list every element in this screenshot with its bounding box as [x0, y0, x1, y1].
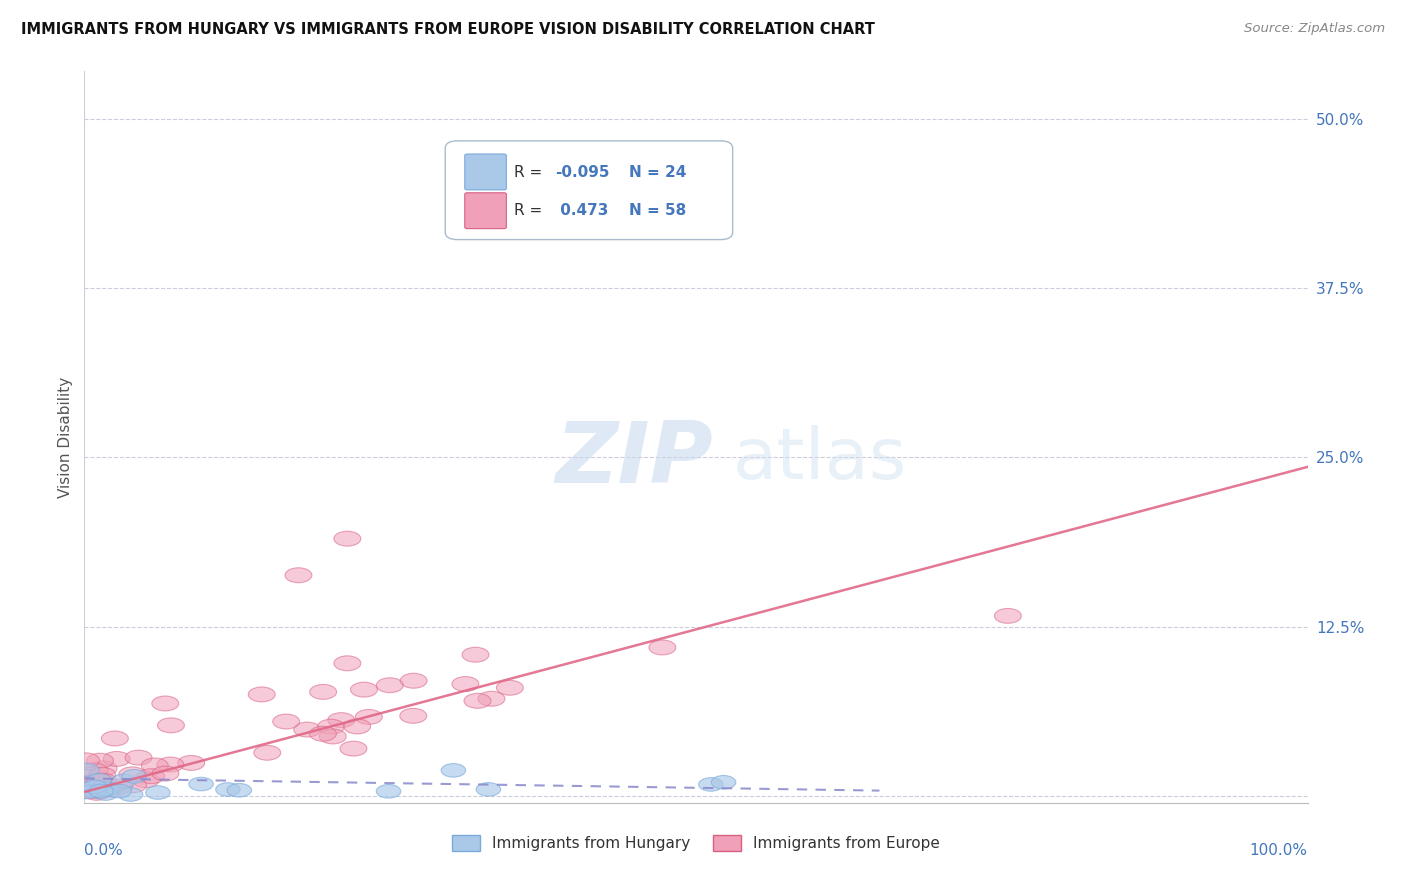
Text: atlas: atlas [733, 425, 907, 493]
Ellipse shape [120, 767, 146, 781]
Ellipse shape [273, 714, 299, 729]
Ellipse shape [73, 769, 100, 784]
Ellipse shape [84, 777, 111, 791]
Ellipse shape [253, 746, 281, 760]
Text: -0.095: -0.095 [555, 165, 610, 180]
Ellipse shape [285, 568, 312, 582]
Ellipse shape [377, 785, 401, 798]
Ellipse shape [333, 656, 361, 671]
Ellipse shape [122, 770, 146, 783]
Ellipse shape [87, 753, 114, 768]
Ellipse shape [319, 729, 346, 744]
Ellipse shape [111, 774, 136, 788]
Ellipse shape [105, 780, 132, 794]
Ellipse shape [75, 764, 98, 777]
Ellipse shape [377, 678, 404, 693]
Ellipse shape [138, 769, 165, 783]
Text: ZIP: ZIP [555, 417, 713, 500]
FancyBboxPatch shape [446, 141, 733, 240]
Ellipse shape [98, 782, 125, 797]
Ellipse shape [152, 696, 179, 711]
Ellipse shape [82, 784, 105, 797]
Ellipse shape [80, 774, 107, 789]
Ellipse shape [79, 775, 105, 790]
FancyBboxPatch shape [465, 154, 506, 190]
Ellipse shape [994, 608, 1021, 624]
Ellipse shape [89, 784, 114, 797]
Ellipse shape [226, 783, 252, 797]
Ellipse shape [340, 741, 367, 756]
Ellipse shape [188, 777, 214, 791]
Text: R =: R = [513, 165, 547, 180]
Ellipse shape [73, 784, 100, 798]
Ellipse shape [75, 782, 98, 796]
Ellipse shape [93, 787, 118, 800]
Ellipse shape [157, 757, 184, 772]
Ellipse shape [90, 781, 114, 795]
Ellipse shape [328, 713, 354, 728]
Ellipse shape [91, 779, 118, 794]
Ellipse shape [356, 709, 382, 724]
Ellipse shape [118, 788, 143, 801]
Ellipse shape [249, 687, 276, 702]
Ellipse shape [86, 773, 114, 789]
Ellipse shape [142, 758, 169, 773]
Ellipse shape [309, 684, 336, 699]
Legend: Immigrants from Hungary, Immigrants from Europe: Immigrants from Hungary, Immigrants from… [446, 830, 946, 857]
Text: 0.473: 0.473 [555, 202, 609, 218]
Text: IMMIGRANTS FROM HUNGARY VS IMMIGRANTS FROM EUROPE VISION DISABILITY CORRELATION : IMMIGRANTS FROM HUNGARY VS IMMIGRANTS FR… [21, 22, 875, 37]
Text: Source: ZipAtlas.com: Source: ZipAtlas.com [1244, 22, 1385, 36]
Ellipse shape [318, 719, 344, 734]
Ellipse shape [90, 773, 117, 789]
Ellipse shape [75, 785, 98, 798]
Ellipse shape [496, 681, 523, 695]
Ellipse shape [401, 673, 427, 689]
Ellipse shape [83, 785, 110, 800]
Ellipse shape [103, 751, 131, 766]
Text: 100.0%: 100.0% [1250, 843, 1308, 858]
Ellipse shape [146, 786, 170, 799]
Ellipse shape [132, 772, 159, 788]
Ellipse shape [79, 779, 107, 794]
Text: 0.0%: 0.0% [84, 843, 124, 858]
Ellipse shape [650, 640, 676, 655]
Ellipse shape [333, 532, 361, 546]
Ellipse shape [463, 648, 489, 662]
Ellipse shape [699, 778, 723, 791]
Ellipse shape [711, 775, 735, 789]
Ellipse shape [350, 682, 377, 697]
Ellipse shape [125, 750, 152, 765]
Ellipse shape [478, 691, 505, 706]
Ellipse shape [76, 781, 103, 796]
Ellipse shape [157, 718, 184, 733]
Ellipse shape [73, 753, 100, 768]
Ellipse shape [294, 723, 321, 737]
Ellipse shape [177, 756, 205, 771]
Ellipse shape [96, 782, 121, 796]
Ellipse shape [399, 708, 426, 723]
Text: N = 24: N = 24 [628, 165, 686, 180]
Text: N = 58: N = 58 [628, 202, 686, 218]
Ellipse shape [120, 778, 146, 793]
Ellipse shape [101, 731, 128, 746]
Ellipse shape [90, 761, 117, 776]
Ellipse shape [441, 764, 465, 777]
Ellipse shape [89, 767, 115, 782]
Ellipse shape [87, 773, 111, 787]
Ellipse shape [215, 782, 240, 797]
Ellipse shape [477, 782, 501, 797]
Ellipse shape [83, 780, 107, 794]
Y-axis label: Vision Disability: Vision Disability [58, 376, 73, 498]
Ellipse shape [309, 726, 336, 741]
Ellipse shape [451, 676, 479, 691]
Ellipse shape [107, 784, 131, 797]
Ellipse shape [152, 766, 179, 781]
Text: R =: R = [513, 202, 551, 218]
Ellipse shape [84, 783, 111, 798]
Ellipse shape [464, 693, 491, 708]
Ellipse shape [93, 782, 118, 796]
Ellipse shape [82, 763, 108, 778]
FancyBboxPatch shape [465, 193, 506, 228]
Ellipse shape [343, 719, 371, 734]
